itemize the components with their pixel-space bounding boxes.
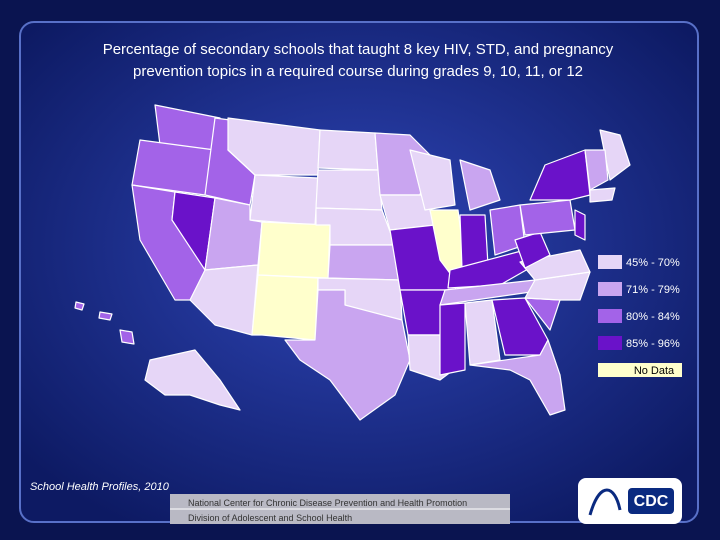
legend-label: No Data [634, 365, 675, 377]
state [519, 199, 576, 236]
legend-swatch [598, 282, 622, 296]
state [189, 264, 259, 336]
state [464, 299, 501, 366]
state [447, 249, 536, 289]
state [519, 249, 591, 281]
state [227, 117, 321, 176]
state [589, 187, 616, 203]
title-line: prevention topics in a required course d… [133, 63, 583, 80]
state [251, 274, 319, 341]
legend-label: 45% - 70% [626, 257, 680, 269]
state [74, 301, 85, 311]
footer-text: National Center for Chronic Disease Prev… [188, 498, 467, 508]
legend-swatch [598, 309, 622, 323]
state [284, 289, 411, 421]
us-map [74, 104, 631, 421]
state [574, 209, 586, 241]
title-line: Percentage of secondary schools that tau… [103, 41, 614, 58]
state [584, 149, 609, 191]
state [459, 214, 489, 269]
legend-label: 71% - 79% [626, 284, 680, 296]
legend-swatch [598, 363, 682, 377]
state [315, 169, 383, 211]
state [119, 329, 135, 345]
logo-badge [628, 488, 674, 514]
state [409, 149, 456, 211]
state [98, 311, 113, 321]
legend-swatch [598, 255, 622, 269]
state [439, 302, 466, 376]
logo-emblem [588, 488, 622, 516]
state [327, 244, 401, 281]
legend-label: 85% - 96% [626, 338, 680, 350]
state [249, 174, 319, 226]
source: School Health Profiles, 2010 [30, 481, 170, 493]
state [144, 349, 241, 411]
state [529, 149, 591, 201]
legend: 45% - 70% 71% - 79% 80% - 84% 85% - 96% No D… [598, 255, 682, 377]
state [469, 339, 566, 416]
state [459, 159, 501, 211]
logo-text: CDC [634, 493, 669, 510]
legend-label: 80% - 84% [626, 311, 680, 323]
legend-swatch [598, 336, 622, 350]
state [257, 221, 331, 279]
state [317, 129, 379, 171]
footer-text: Division of Adolescent and School Health [188, 513, 352, 523]
